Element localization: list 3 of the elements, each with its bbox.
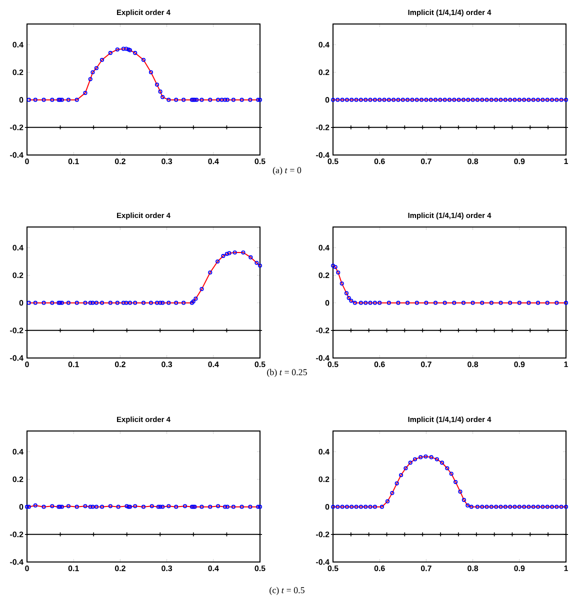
text: (a) t = 0 bbox=[272, 166, 302, 176]
text: (c) t = 0.5 bbox=[270, 586, 304, 596]
text: (b) t = 0.25 bbox=[267, 368, 307, 378]
